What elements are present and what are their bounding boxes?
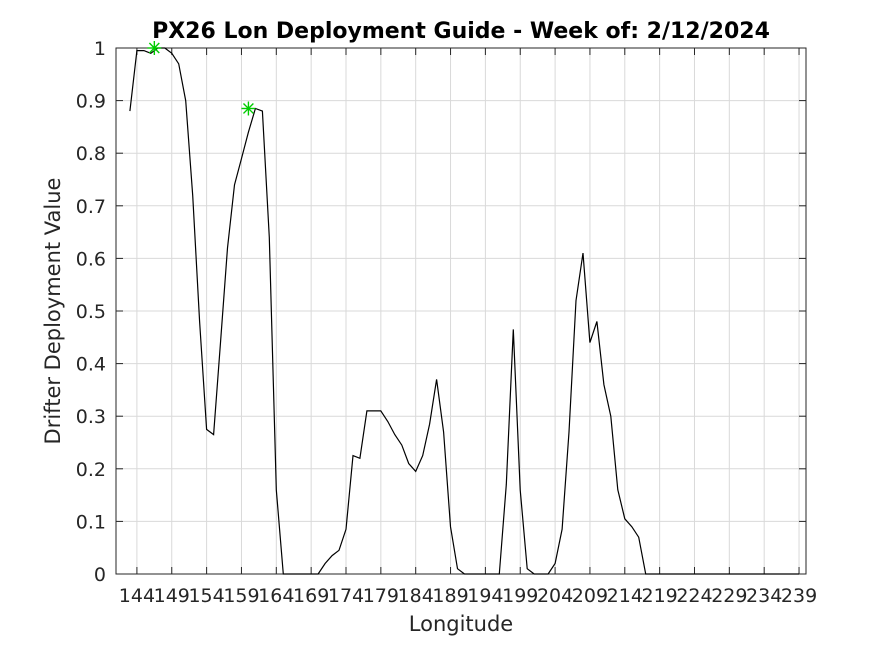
x-tick-label: 239 [781,585,817,607]
grid-lines [116,47,806,575]
y-tick-label: 0.5 [76,301,106,323]
x-tick-label: 169 [293,585,329,607]
x-tick-label: 179 [363,585,399,607]
x-tick-label: 164 [258,585,294,607]
x-tick-label: 229 [711,585,747,607]
x-tick-label: 144 [119,585,155,607]
x-axis-label: Longitude [409,612,513,636]
x-tick-label: 204 [537,585,573,607]
x-tick-label: 214 [607,585,643,607]
star-marker [147,41,162,55]
y-axis-label: Drifter Deployment Value [41,178,65,445]
y-tick-label: 0.6 [76,248,106,270]
x-tick-label: 209 [572,585,608,607]
x-tick-label: 224 [676,585,712,607]
y-tick-label: 0.9 [76,91,106,113]
data-layer [129,41,799,575]
series-line [129,47,799,575]
x-tick-label: 189 [432,585,468,607]
x-tick-label: 219 [642,585,678,607]
y-tick-label: 0.8 [76,143,106,165]
y-tick-label: 0 [94,564,106,586]
x-tick-label: 174 [328,585,364,607]
x-tick-label: 154 [188,585,224,607]
x-tick-label: 194 [467,585,503,607]
x-tick-label: 149 [154,585,190,607]
y-tick-label: 0.2 [76,459,106,481]
y-tick-label: 1 [94,38,106,60]
axis-ticks: 1441491541591641691741791841891941992042… [76,38,817,607]
x-tick-label: 184 [398,585,434,607]
chart-title: PX26 Lon Deployment Guide - Week of: 2/1… [152,19,770,44]
x-tick-label: 199 [502,585,538,607]
x-tick-label: 159 [223,585,259,607]
x-tick-label: 234 [746,585,782,607]
y-tick-label: 0.7 [76,196,106,218]
star-marker [241,101,256,116]
y-tick-label: 0.3 [76,406,106,428]
y-tick-label: 0.1 [76,511,106,533]
y-tick-label: 0.4 [76,354,106,376]
